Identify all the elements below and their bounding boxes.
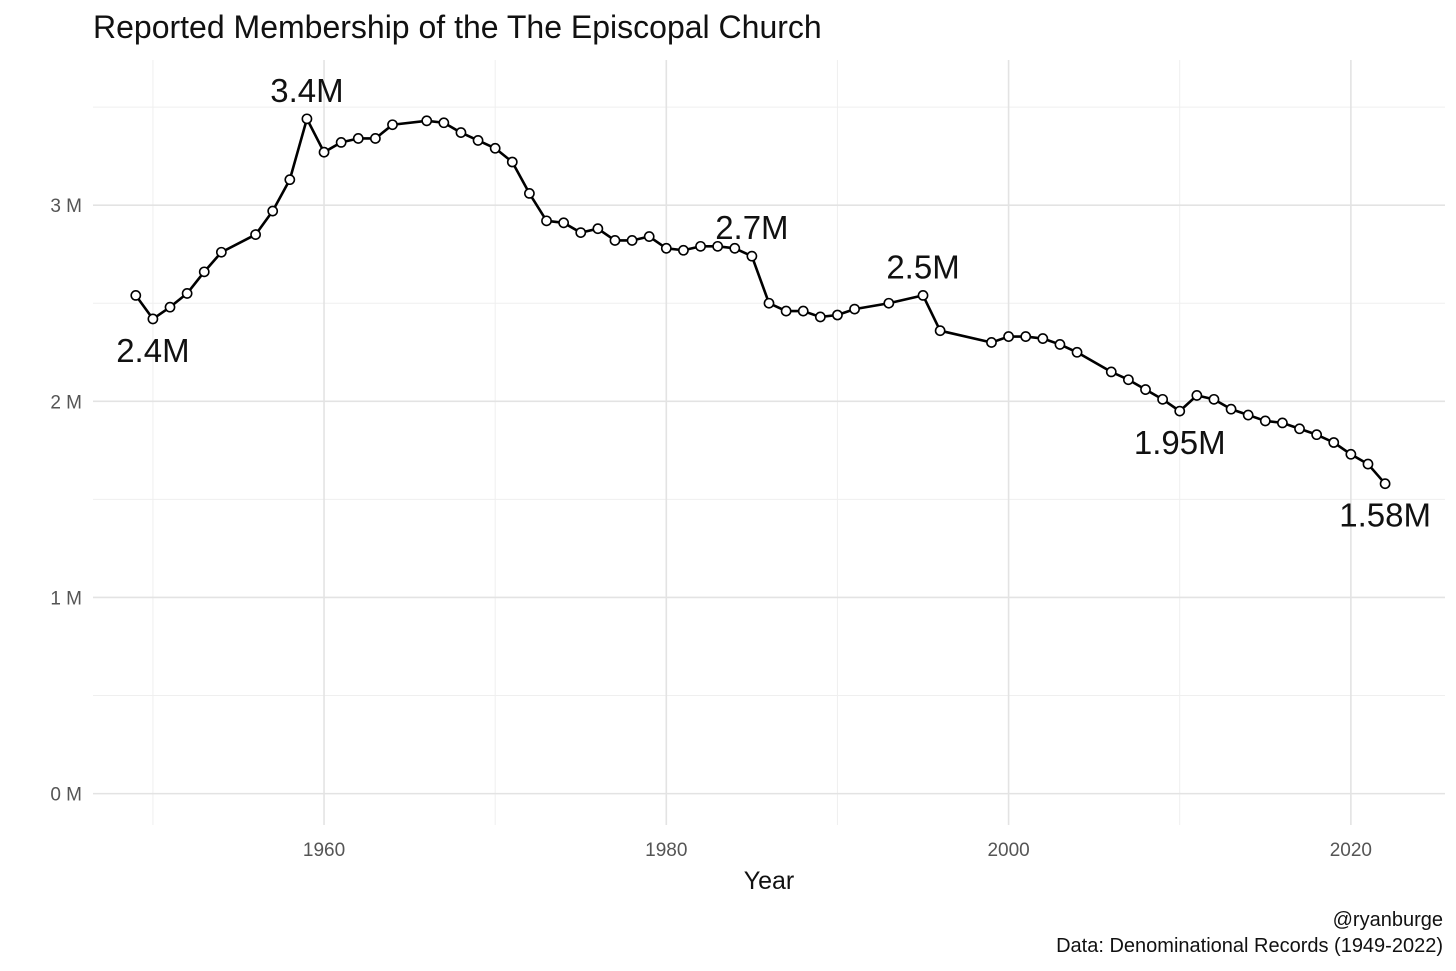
data-point [541, 215, 552, 227]
data-point [1311, 429, 1323, 441]
data-point [1225, 403, 1237, 415]
data-point [660, 242, 672, 254]
data-point [763, 297, 775, 309]
data-point [1071, 346, 1083, 358]
data-point [267, 205, 279, 217]
major-gridlines [93, 60, 1445, 825]
data-point [1174, 405, 1186, 417]
y-tick-label: 0 M [50, 785, 82, 806]
data-point [369, 133, 381, 144]
annotation-label: 2.5M [886, 248, 959, 285]
data-point [335, 136, 347, 148]
data-point [1259, 415, 1271, 427]
chart-title: Reported Membership of the The Episcopal… [93, 9, 822, 45]
data-point [780, 305, 792, 317]
data-point [626, 235, 638, 246]
data-point [421, 115, 433, 127]
y-tick-label: 3 M [50, 196, 82, 217]
data-point [695, 240, 706, 252]
x-axis-title: Year [744, 867, 795, 895]
caption-source: Data: Denominational Records (1949-2022) [1056, 935, 1443, 957]
x-tick-label: 1980 [645, 840, 687, 861]
data-point [729, 242, 741, 254]
y-tick-label: 2 M [50, 392, 82, 413]
data-point [1379, 478, 1391, 490]
data-point [472, 135, 484, 146]
data-point [797, 305, 809, 317]
data-point [215, 246, 227, 258]
annotation-label: 1.95M [1134, 424, 1226, 461]
data-point [678, 244, 689, 256]
caption-author: @ryanburge [1333, 909, 1443, 931]
data-point [1277, 417, 1288, 429]
data-point [489, 142, 501, 154]
data-point [181, 288, 193, 299]
x-axis-ticks: 1960 1980 2000 2020 [303, 840, 1372, 861]
data-point [712, 240, 724, 252]
data-point [284, 174, 296, 186]
data-point [883, 297, 895, 309]
data-point [1140, 384, 1151, 395]
data-point [592, 223, 604, 235]
data-point [1105, 366, 1117, 378]
data-point [1003, 331, 1014, 342]
peak-value-labels: 2.4M 3.4M 2.7M 2.5M 1.95M 1.58M [116, 72, 1431, 534]
data-point [986, 337, 997, 348]
x-tick-label: 1960 [303, 840, 345, 861]
data-point [1157, 393, 1169, 405]
annotation-label: 2.7M [715, 209, 788, 246]
data-point [643, 231, 655, 242]
data-point [301, 113, 313, 125]
data-point [318, 146, 330, 158]
data-point [934, 325, 946, 337]
data-point [1122, 374, 1134, 386]
data-point [198, 266, 210, 278]
data-point [1191, 390, 1203, 401]
data-point [558, 217, 570, 229]
data-point [1037, 333, 1049, 344]
data-point [438, 117, 450, 129]
data-point [506, 156, 518, 168]
y-axis-ticks: 0 M 1 M 2 M 3 M [50, 196, 82, 805]
annotation-label: 2.4M [116, 332, 189, 369]
x-tick-label: 2020 [1330, 840, 1372, 861]
data-point [1362, 458, 1374, 470]
y-tick-label: 1 M [50, 588, 82, 609]
data-point [250, 229, 261, 240]
data-point [1054, 339, 1066, 350]
data-point [917, 289, 929, 301]
data-points [130, 113, 1391, 490]
x-tick-label: 2000 [987, 840, 1029, 861]
data-point [814, 311, 826, 323]
minor-gridlines [93, 60, 1445, 825]
data-point [832, 309, 843, 321]
data-point [387, 119, 398, 131]
data-point [1208, 393, 1220, 405]
data-point [1242, 409, 1254, 421]
data-point [130, 289, 142, 301]
data-point [1294, 423, 1305, 435]
data-point [849, 303, 860, 315]
data-point [609, 235, 621, 246]
data-point [352, 133, 364, 144]
data-point [1328, 437, 1340, 448]
data-point [164, 301, 176, 313]
data-point [575, 227, 587, 239]
annotation-label: 3.4M [270, 72, 343, 109]
data-point [524, 187, 535, 199]
data-point [455, 127, 467, 138]
data-point [147, 313, 159, 325]
data-point [1020, 331, 1032, 342]
annotation-label: 1.58M [1339, 497, 1431, 534]
data-point [746, 250, 758, 262]
data-point [1345, 448, 1357, 460]
